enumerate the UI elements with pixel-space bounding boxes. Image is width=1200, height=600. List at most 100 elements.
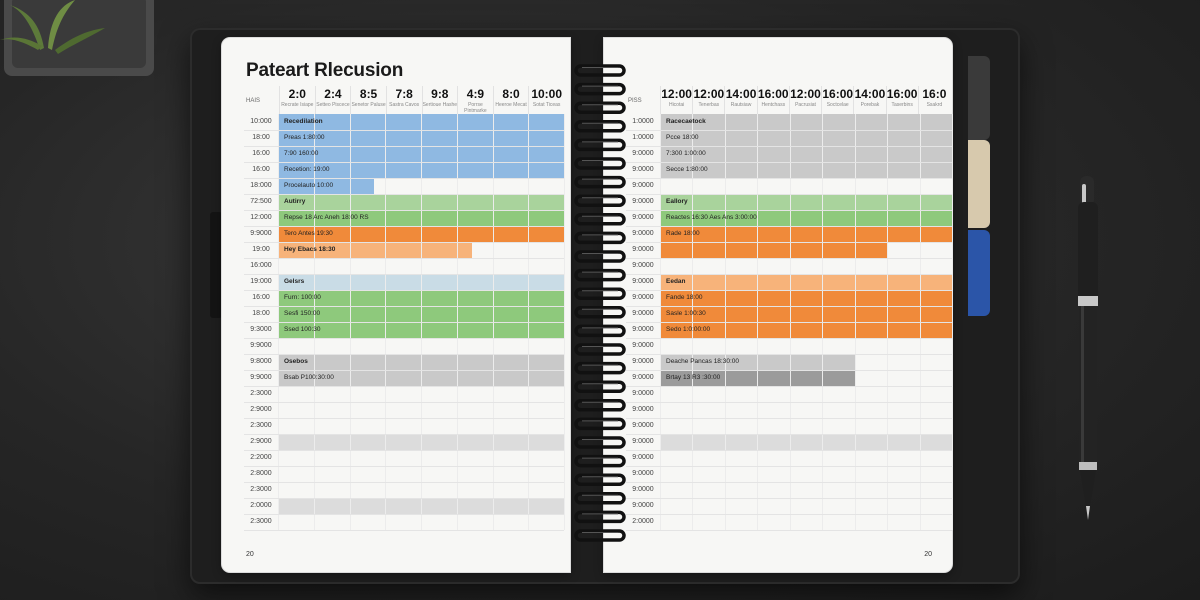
time-label: 9:0000 xyxy=(632,214,654,221)
event-block[interactable] xyxy=(278,242,472,258)
elastic-band xyxy=(210,212,222,318)
spiral-ring xyxy=(574,194,626,207)
time-label: 19:00 xyxy=(252,246,270,253)
event-label: Gelsrs xyxy=(284,278,305,285)
time-row xyxy=(244,482,564,499)
column-header-cell: 16:0 Ssakrd xyxy=(917,86,950,116)
column-time: 14:00 xyxy=(725,87,757,101)
event-label: Recetion: 19:00 xyxy=(284,166,330,173)
column-header-cell: 4:9 Porrse Pintmarke xyxy=(457,86,493,116)
time-row xyxy=(244,354,564,371)
event-block[interactable] xyxy=(660,242,888,258)
time-label: 9:0000 xyxy=(632,182,654,189)
time-label: 16:000 xyxy=(250,262,272,269)
spiral-ring xyxy=(574,510,626,524)
time-row xyxy=(244,418,564,435)
time-label: 2:0000 xyxy=(632,518,654,525)
time-label: 9:0000 xyxy=(632,438,654,445)
column-header: 12:00 Hicotai 12:00 Tenerbas 14:00 Rautsiaw 16… xyxy=(660,86,950,116)
event-label: Furn: 100:00 xyxy=(284,294,321,301)
spiral-binding xyxy=(574,64,626,542)
page-number: 20 xyxy=(246,551,254,558)
time-row xyxy=(626,434,952,451)
column-time: 12:00 xyxy=(693,87,725,101)
time-row xyxy=(626,498,952,515)
time-row xyxy=(244,322,564,339)
time-row xyxy=(626,482,952,499)
time-label: 9:0000 xyxy=(632,166,654,173)
time-label: 18:00 xyxy=(252,134,270,141)
time-row xyxy=(244,514,564,531)
time-label: 2:0000 xyxy=(250,502,272,509)
event-block[interactable] xyxy=(660,274,952,290)
time-row xyxy=(626,306,952,323)
time-label: 9:0000 xyxy=(632,502,654,509)
time-label: 2:3000 xyxy=(250,390,272,397)
column-label: Taserbins xyxy=(891,102,913,108)
spiral-ring xyxy=(574,250,626,263)
column-header-cell: 16:00 Soctcelae xyxy=(821,86,853,116)
event-block[interactable] xyxy=(660,290,952,338)
time-label: 19:000 xyxy=(250,278,272,285)
event-label: Procelauto 10:00 xyxy=(284,182,334,189)
event-label: Eedan xyxy=(666,278,686,285)
column-header-cell: 8:0 Heeroe Mecat xyxy=(492,86,529,116)
spiral-ring xyxy=(574,454,626,468)
column-label: Hentchass xyxy=(761,102,786,108)
time-label: 9:9000 xyxy=(250,342,272,349)
spiral-ring xyxy=(574,324,626,338)
tab-blue[interactable] xyxy=(968,230,990,316)
event-label: Secce 1:80:00 xyxy=(666,166,708,173)
time-label: 9:0000 xyxy=(632,422,654,429)
event-block[interactable] xyxy=(660,434,952,450)
event-block[interactable] xyxy=(660,210,952,226)
time-label: 9:0000 xyxy=(632,262,654,269)
time-row xyxy=(244,210,564,227)
time-row xyxy=(626,274,952,291)
time-row xyxy=(244,450,564,467)
tab-tan[interactable] xyxy=(968,140,990,228)
column-header-cell: 10:00 Sotat Ticeas xyxy=(528,86,564,116)
spiral-ring xyxy=(574,492,626,505)
corner-label: PISS xyxy=(628,98,642,104)
spiral-ring xyxy=(574,361,626,375)
column-label: Tenerbas xyxy=(698,102,720,108)
column-header-cell: 16:00 Taserbins xyxy=(885,86,918,116)
column-time: 8:5 xyxy=(359,87,378,101)
time-row xyxy=(244,370,564,387)
time-row xyxy=(244,338,564,355)
time-label: 9:0000 xyxy=(632,150,654,157)
time-label: 9:0000 xyxy=(632,294,654,301)
column-time: 16:00 xyxy=(886,87,918,101)
spiral-ring xyxy=(574,343,626,356)
time-row xyxy=(244,194,564,211)
time-row xyxy=(626,354,952,371)
time-row xyxy=(244,402,564,419)
event-block[interactable] xyxy=(660,226,952,242)
pen xyxy=(1078,176,1098,520)
time-row xyxy=(244,114,564,131)
column-header-cell: 8:5 Senetor Paluse xyxy=(350,86,386,116)
column-header-cell: 9:8 Sertioue Hashe xyxy=(421,86,458,116)
time-label: 1:0000 xyxy=(632,134,654,141)
event-label: Rade 18:00 xyxy=(666,230,700,237)
column-header-cell: 2:0 Recrate Isiape xyxy=(279,86,315,116)
grid-line xyxy=(952,114,953,530)
column-header-cell: 7:8 Sastra Cavos xyxy=(385,86,422,116)
time-label: 10:000 xyxy=(250,118,272,125)
event-block[interactable] xyxy=(660,194,952,210)
tab-gray[interactable] xyxy=(968,56,990,140)
column-header-cell: 14:00 Rautsiaw xyxy=(724,86,756,116)
event-label: Fande 18:00 xyxy=(666,294,703,301)
column-time: 7:8 xyxy=(395,87,413,101)
time-row xyxy=(244,306,564,323)
column-label: Setteo Piscece xyxy=(316,102,350,108)
time-row xyxy=(626,242,952,259)
time-label: 2:9000 xyxy=(250,406,272,413)
column-label: Recrate Isiape xyxy=(281,102,314,108)
time-row xyxy=(244,178,564,195)
time-label: 9:0000 xyxy=(632,406,654,413)
time-label: 2:3000 xyxy=(250,422,272,429)
column-time: 12:00 xyxy=(661,87,692,101)
spiral-ring xyxy=(574,101,626,114)
